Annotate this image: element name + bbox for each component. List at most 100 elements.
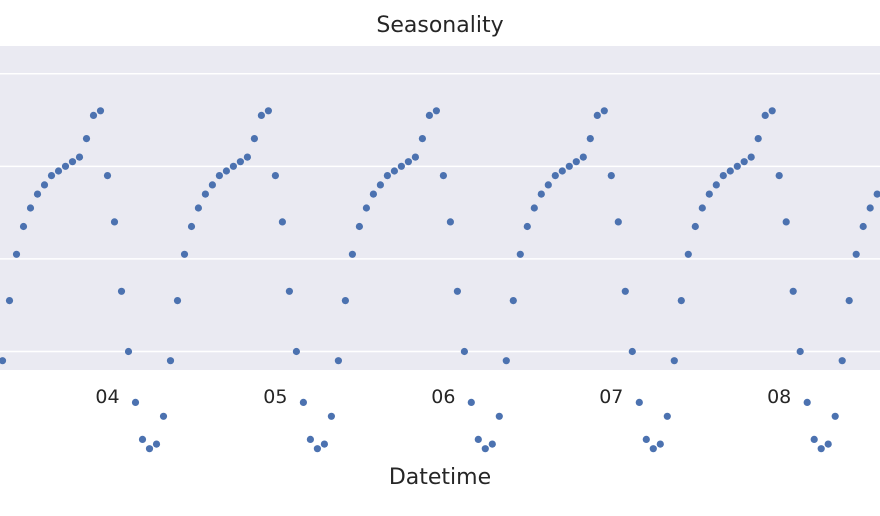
data-point (12, 250, 21, 258)
data-point (348, 250, 356, 258)
data-point (530, 204, 538, 212)
data-point (838, 357, 846, 365)
data-point (537, 190, 545, 198)
data-point (82, 135, 91, 143)
data-point (75, 153, 84, 161)
data-point (264, 107, 272, 115)
data-point (152, 440, 161, 448)
data-point (222, 167, 230, 175)
data-point (628, 347, 636, 356)
data-point (19, 222, 28, 231)
data-point (271, 172, 279, 180)
data-point (201, 190, 209, 198)
data-point (635, 398, 643, 406)
data-point (607, 172, 615, 180)
data-point (810, 435, 818, 443)
data-point (747, 153, 755, 161)
data-point (726, 167, 734, 175)
data-point (614, 218, 622, 226)
data-point (439, 172, 447, 180)
data-point (229, 162, 237, 170)
data-point (418, 135, 426, 143)
data-point (698, 204, 706, 212)
data-point (782, 218, 790, 226)
data-point (355, 222, 363, 231)
data-point (404, 158, 412, 166)
data-point (376, 181, 384, 189)
x-axis-ticks: 04 05 06 07 08 (95, 386, 791, 408)
data-point (754, 135, 762, 143)
data-point (187, 222, 196, 231)
data-point (47, 172, 56, 180)
data-point (390, 167, 398, 175)
data-point (278, 218, 286, 226)
data-point (474, 435, 482, 443)
data-point (306, 435, 314, 443)
data-point (460, 347, 468, 356)
data-point (712, 181, 720, 189)
data-point (691, 222, 699, 231)
x-tick-label: 05 (263, 386, 287, 408)
chart-title: Seasonality (376, 13, 503, 38)
data-point (677, 297, 685, 305)
data-point (796, 347, 804, 356)
data-point (600, 107, 608, 115)
data-point (243, 153, 251, 161)
data-point (117, 287, 126, 295)
data-point (768, 107, 776, 115)
data-point (831, 412, 839, 420)
data-point (621, 287, 629, 295)
data-point (40, 181, 49, 189)
data-point (544, 181, 552, 189)
data-point (852, 250, 860, 258)
data-point (96, 107, 105, 115)
data-point (663, 412, 671, 420)
data-point (845, 297, 853, 305)
data-point (740, 158, 748, 166)
data-point (488, 440, 496, 448)
data-point (649, 445, 657, 453)
data-point (523, 222, 531, 231)
data-point (642, 435, 650, 443)
data-point (33, 190, 42, 198)
data-point (859, 222, 867, 231)
data-point (89, 111, 98, 119)
data-point (733, 162, 741, 170)
data-point (397, 162, 405, 170)
x-axis-label: Datetime (389, 465, 491, 490)
data-point (593, 111, 601, 119)
data-point (719, 172, 727, 180)
data-point (0, 357, 7, 365)
data-point (285, 287, 293, 295)
data-point (572, 158, 580, 166)
data-point (684, 250, 692, 258)
data-point (789, 287, 797, 295)
data-point (159, 412, 168, 420)
data-point (54, 167, 63, 175)
data-point (509, 297, 517, 305)
data-point (173, 297, 182, 305)
data-point (327, 412, 335, 420)
data-point (425, 111, 433, 119)
data-point (824, 440, 832, 448)
data-point (432, 107, 440, 115)
data-point (705, 190, 713, 198)
data-point (516, 250, 524, 258)
data-point (341, 297, 349, 305)
data-point (817, 445, 825, 453)
data-point (131, 398, 140, 406)
data-point (481, 445, 489, 453)
data-point (103, 172, 112, 180)
data-point (656, 440, 664, 448)
data-point (166, 357, 175, 365)
data-point (236, 158, 244, 166)
data-point (670, 357, 678, 365)
data-point (26, 204, 35, 212)
data-point (558, 167, 566, 175)
plot-background (0, 46, 880, 370)
data-point (446, 218, 454, 226)
data-point (775, 172, 783, 180)
data-point (61, 162, 70, 170)
data-point (502, 357, 510, 365)
